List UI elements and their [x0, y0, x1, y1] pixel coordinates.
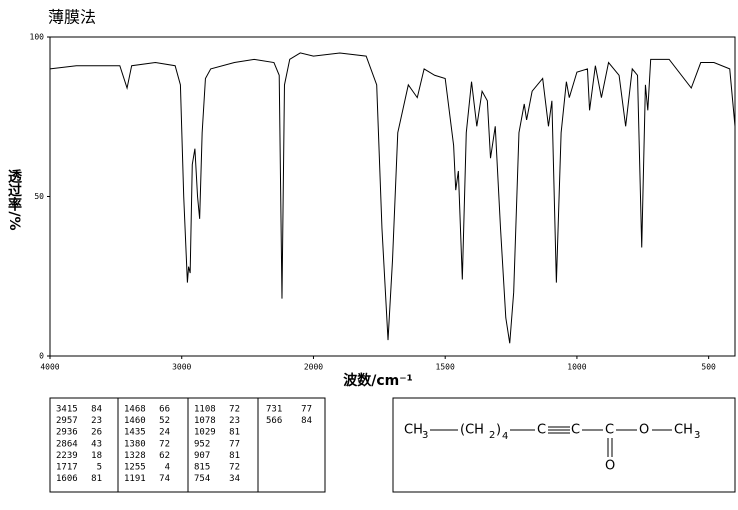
structure-text: 3: [422, 430, 428, 441]
peak-transmittance: 62: [159, 451, 170, 461]
peak-wavenumber: 1468: [124, 405, 146, 415]
peak-wavenumber: 1606: [56, 474, 78, 484]
peak-wavenumber: 952: [194, 439, 210, 449]
peak-wavenumber: 731: [266, 405, 282, 415]
structure-text: CH: [674, 423, 693, 438]
peak-wavenumber: 815: [194, 463, 210, 473]
peak-transmittance: 23: [229, 416, 240, 426]
y-tick-label: 50: [34, 192, 44, 201]
peak-wavenumber: 1029: [194, 428, 216, 438]
peak-wavenumber: 2864: [56, 439, 78, 449]
plot-frame: [49, 36, 736, 357]
peak-wavenumber: 3415: [56, 405, 78, 415]
peak-wavenumber: 1717: [56, 463, 78, 473]
peak-transmittance: 74: [159, 474, 170, 484]
x-tick-label: 500: [701, 363, 716, 372]
peak-wavenumber: 907: [194, 451, 210, 461]
peak-transmittance: 18: [91, 451, 102, 461]
structure-text: 2: [489, 430, 495, 441]
peak-transmittance: 84: [91, 405, 102, 415]
peak-wavenumber: 1380: [124, 439, 146, 449]
peak-wavenumber: 2957: [56, 416, 78, 426]
peak-transmittance: 66: [159, 405, 170, 415]
structure-text: 3: [694, 430, 700, 441]
structure-text: O: [639, 423, 649, 438]
structure-frame: [392, 397, 736, 493]
structure-text: C: [537, 423, 546, 438]
x-tick-label: 4000: [40, 363, 59, 372]
structure-text: (CH: [460, 423, 484, 438]
peak-transmittance: 77: [229, 439, 240, 449]
peak-wavenumber: 1435: [124, 428, 146, 438]
peak-transmittance: 4: [165, 463, 170, 473]
structure-text: 4: [502, 431, 508, 442]
peak-transmittance: 84: [301, 416, 312, 426]
peak-transmittance: 34: [229, 474, 240, 484]
peak-wavenumber: 1108: [194, 405, 216, 415]
peak-transmittance: 5: [97, 463, 102, 473]
chart-title: 薄膜法: [48, 8, 96, 27]
peak-transmittance: 81: [229, 428, 240, 438]
structure-text: C: [571, 423, 580, 438]
peak-wavenumber: 1191: [124, 474, 146, 484]
x-tick-label: 1500: [436, 363, 455, 372]
peak-transmittance: 52: [159, 416, 170, 426]
peak-wavenumber: 1460: [124, 416, 146, 426]
structure-text: O: [605, 459, 615, 474]
x-tick-label: 2000: [304, 363, 323, 372]
structure-text: C: [605, 423, 614, 438]
peak-wavenumber: 1328: [124, 451, 146, 461]
peak-transmittance: 26: [91, 428, 102, 438]
structure-text: CH: [404, 423, 423, 438]
peak-transmittance: 23: [91, 416, 102, 426]
peak-wavenumber: 2239: [56, 451, 78, 461]
peak-wavenumber: 566: [266, 416, 282, 426]
peak-transmittance: 24: [159, 428, 170, 438]
y-tick-label: 100: [30, 33, 45, 42]
peak-transmittance: 43: [91, 439, 102, 449]
peak-wavenumber: 1255: [124, 463, 146, 473]
x-tick-label: 3000: [172, 363, 191, 372]
y-tick-label: 0: [39, 352, 44, 361]
peak-transmittance: 77: [301, 405, 312, 415]
peak-transmittance: 72: [229, 463, 240, 473]
peak-wavenumber: 754: [194, 474, 210, 484]
peak-wavenumber: 2936: [56, 428, 78, 438]
peak-transmittance: 72: [229, 405, 240, 415]
peak-transmittance: 72: [159, 439, 170, 449]
y-axis-label: 透过率/%: [6, 169, 22, 230]
peak-wavenumber: 1078: [194, 416, 216, 426]
structure-text: ): [496, 423, 501, 438]
peak-transmittance: 81: [91, 474, 102, 484]
x-tick-label: 1000: [567, 363, 586, 372]
x-axis-label: 波数/cm⁻¹: [343, 372, 413, 389]
peak-transmittance: 81: [229, 451, 240, 461]
spectrum-line: [49, 52, 736, 344]
